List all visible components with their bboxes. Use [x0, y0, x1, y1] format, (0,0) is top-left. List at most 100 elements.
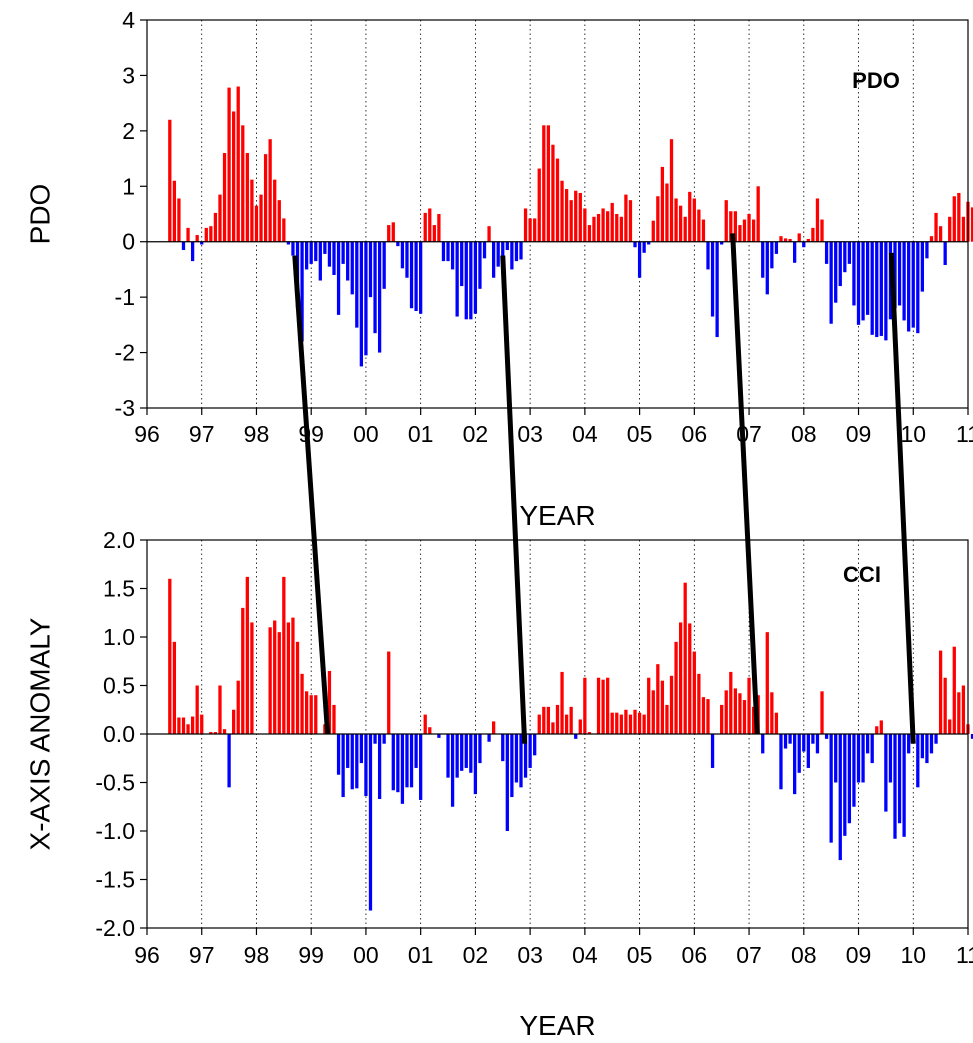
positive-bar — [542, 706, 546, 734]
negative-bar — [501, 241, 505, 262]
negative-bar — [505, 734, 509, 831]
positive-bar — [423, 212, 427, 242]
negative-bar — [450, 734, 455, 807]
negative-bar — [861, 734, 865, 783]
negative-bar — [346, 734, 350, 768]
positive-bar — [656, 664, 660, 734]
positive-bar — [688, 623, 692, 734]
negative-bar — [409, 241, 414, 309]
positive-bar — [254, 205, 259, 242]
positive-bar — [669, 139, 674, 242]
negative-bar — [478, 734, 482, 764]
positive-bar — [596, 677, 601, 734]
positive-bar — [583, 208, 587, 242]
negative-bar — [893, 734, 897, 839]
negative-bar — [907, 734, 911, 754]
negative-bar — [377, 734, 382, 799]
negative-bar — [482, 241, 487, 259]
pdo-y-ticks: -3 -2 -1 0 1 2 3 4 — [115, 7, 147, 421]
positive-bar — [733, 211, 738, 242]
negative-bar — [510, 734, 514, 798]
positive-bar — [783, 238, 788, 242]
negative-bar — [519, 241, 523, 260]
positive-bar — [195, 235, 199, 242]
negative-bar — [491, 241, 496, 278]
positive-bar — [770, 692, 774, 734]
y-tick-label: 0.5 — [103, 673, 135, 699]
positive-bar — [938, 226, 943, 242]
negative-bar — [327, 241, 332, 267]
negative-bar — [884, 241, 888, 341]
x-tick-label: 99 — [298, 942, 324, 968]
negative-bar — [897, 734, 902, 824]
cci-panel-label: CCI — [843, 562, 881, 587]
negative-bar — [970, 734, 973, 739]
negative-bar — [359, 734, 364, 764]
positive-bar — [797, 233, 801, 242]
x-tick-label: 08 — [791, 421, 817, 447]
positive-bar — [788, 238, 792, 242]
positive-bar — [615, 712, 619, 734]
negative-bar — [382, 734, 386, 744]
y-tick-label: -2 — [115, 340, 135, 366]
positive-bar — [423, 714, 427, 734]
positive-bar — [674, 198, 678, 242]
positive-bar — [263, 154, 268, 242]
positive-bar — [606, 211, 610, 242]
positive-bar — [678, 205, 683, 242]
positive-bar — [651, 220, 655, 242]
negative-bar — [336, 734, 341, 775]
x-tick-label: 03 — [517, 942, 543, 968]
negative-bar — [706, 241, 710, 270]
negative-bar — [501, 734, 505, 762]
negative-bar — [318, 241, 322, 281]
negative-bar — [419, 241, 423, 314]
positive-bar — [523, 208, 528, 242]
positive-bar — [624, 709, 628, 734]
positive-bar — [218, 194, 222, 242]
negative-bar — [455, 241, 459, 317]
positive-bar — [190, 716, 195, 734]
positive-bar — [314, 695, 318, 734]
negative-bar — [865, 241, 870, 315]
lag-connector-line — [888, 252, 916, 744]
positive-bar — [186, 227, 190, 242]
x-tick-label: 06 — [682, 421, 708, 447]
negative-bar — [496, 241, 500, 267]
positive-bar — [542, 125, 546, 242]
y-tick-label: 4 — [122, 7, 135, 33]
negative-bar — [364, 734, 368, 797]
negative-bar — [824, 734, 829, 739]
positive-bar — [245, 153, 249, 242]
x-tick-label: 99 — [298, 421, 324, 447]
negative-bar — [414, 734, 418, 768]
positive-bar — [820, 219, 824, 242]
negative-bar — [286, 241, 291, 245]
positive-bar — [765, 632, 769, 734]
positive-bar — [387, 225, 391, 242]
negative-bar — [373, 734, 377, 744]
pdo-plot-frame — [146, 19, 969, 409]
negative-bar — [396, 241, 400, 247]
lag-connector-lines — [292, 233, 916, 744]
positive-bar — [569, 706, 573, 734]
x-tick-label: 03 — [517, 421, 543, 447]
positive-bar — [701, 697, 706, 734]
negative-bar — [797, 734, 801, 773]
negative-bar — [806, 734, 810, 768]
negative-bar — [341, 241, 345, 264]
negative-bar — [865, 734, 870, 754]
positive-bar — [806, 238, 810, 242]
x-tick-label: 97 — [189, 942, 215, 968]
positive-bar — [578, 719, 582, 734]
positive-bar — [245, 576, 249, 734]
positive-bar — [569, 200, 573, 242]
negative-bar — [793, 241, 797, 263]
y-tick-label: -2.0 — [95, 915, 135, 941]
positive-bar — [948, 719, 952, 734]
negative-bar — [473, 734, 478, 795]
positive-bar — [952, 646, 956, 734]
positive-bar — [286, 622, 291, 734]
pdo-bars — [168, 86, 973, 367]
negative-bar — [478, 241, 482, 289]
